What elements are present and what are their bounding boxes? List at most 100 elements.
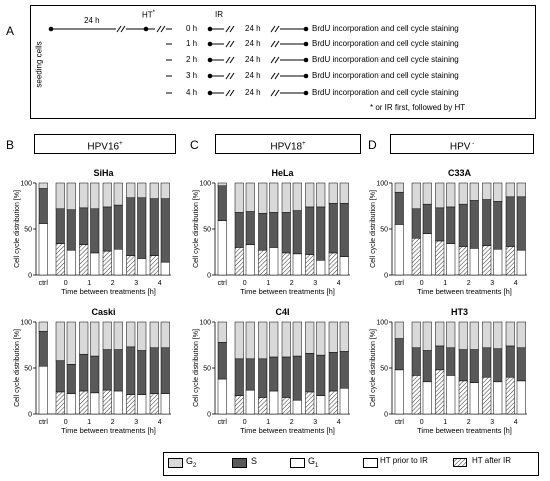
x-tick-label: 1 — [443, 280, 447, 287]
bar-g1 — [422, 381, 432, 415]
bar-g2 — [505, 182, 515, 198]
y-tick-label: 100 — [20, 320, 32, 327]
bar-s — [458, 349, 468, 382]
bar-g1 — [516, 380, 526, 415]
bar-s — [102, 206, 112, 252]
bar-g2 — [516, 321, 526, 349]
bar-s — [126, 346, 136, 395]
row-4-break1-b — [229, 89, 235, 97]
bar-s — [217, 341, 227, 380]
bar-g2 — [305, 321, 315, 354]
row-0-break2-b — [274, 25, 280, 33]
bar-g1 — [55, 391, 65, 415]
bar-g2 — [394, 182, 404, 193]
x-tick-label: 3 — [313, 280, 317, 287]
bar-g1 — [339, 256, 349, 276]
row-time-label: 0 h — [186, 24, 198, 33]
chart-title: C4I — [275, 307, 289, 317]
chart-ht3: HT3 0 50 100 Cell cycle distribution [%] ctrl… — [370, 307, 527, 435]
group-sup-hpv-neg: - — [470, 141, 475, 147]
bar-g1 — [113, 248, 123, 276]
x-tick-label: 3 — [313, 419, 317, 426]
bar-g2 — [245, 321, 255, 360]
bar-g1 — [435, 240, 445, 276]
row-after-label: 24 h — [245, 24, 261, 33]
group-box-hpv18: HPV18+ — [215, 134, 361, 154]
bar-g1 — [446, 375, 456, 415]
bar-g1 — [217, 220, 227, 276]
y-axis-label: Cell cycle distribution [%] — [193, 190, 200, 268]
group-label-hpv16: HPV16 — [87, 141, 120, 153]
bar-g2 — [79, 182, 89, 209]
row-time-label: 3 h — [186, 71, 198, 80]
bar-g1 — [66, 249, 76, 276]
legend-g1-sub: 1 — [315, 462, 319, 469]
chart-c4i: C4I 0 50 100 Cell cycle distribution [%] ctrl… — [193, 307, 350, 435]
break-ht-b — [160, 25, 166, 33]
bar-s — [66, 209, 76, 251]
row-4-break1-a — [225, 89, 231, 97]
bar-g1 — [458, 380, 468, 415]
x-axis-label: Time between treatments [h] — [61, 426, 156, 435]
bar-g2 — [281, 321, 291, 358]
bar-s — [305, 206, 315, 256]
x-tick-label: ctrl — [218, 280, 228, 287]
bar-s — [66, 364, 76, 395]
group-sup-hpv18: + — [302, 141, 306, 147]
chart-title: C33A — [448, 168, 472, 178]
x-tick-label: 0 — [64, 419, 68, 426]
bar-g1 — [258, 397, 268, 415]
x-tick-label: 4 — [514, 419, 518, 426]
bar-s — [305, 353, 315, 393]
panel-label-c: C — [190, 138, 199, 152]
break-main-a — [116, 25, 122, 33]
y-tick-label: 0 — [207, 273, 211, 280]
bar-g1 — [469, 248, 479, 276]
bar-g1 — [469, 382, 479, 415]
row-text: BrdU incorporation and cell cycle staini… — [312, 24, 459, 33]
bar-s — [446, 347, 456, 376]
ht-star: * — [152, 10, 156, 16]
y-tick-label: 50 — [24, 366, 32, 373]
y-tick-label: 50 — [380, 366, 388, 373]
bar-s — [505, 345, 515, 378]
bar-s — [422, 350, 432, 383]
group-label-hpv18: HPV18 — [270, 141, 303, 153]
y-tick-label: 100 — [376, 181, 388, 188]
bar-s — [113, 349, 123, 392]
panel-label-b: B — [6, 138, 15, 152]
bar-s — [339, 351, 349, 389]
bar-s — [234, 358, 244, 396]
bar-g1 — [316, 395, 326, 415]
legend-g2-label: G2 — [186, 456, 196, 469]
bar-g1 — [234, 247, 244, 276]
x-axis-label: Time between treatments [h] — [417, 426, 512, 435]
bar-g2 — [234, 321, 244, 360]
legend: G2 S G1 HT prior to IR HT after IR — [168, 456, 538, 470]
bar-g2 — [394, 321, 404, 339]
bar-s — [328, 202, 338, 254]
bar-g1 — [394, 369, 404, 415]
bar-s — [38, 188, 48, 224]
bar-g2 — [126, 182, 136, 198]
row-time-label: 1 h — [186, 39, 198, 48]
bar-s — [79, 353, 89, 392]
bar-g1 — [245, 389, 255, 415]
bar-g2 — [316, 182, 326, 208]
legend-s-swatch — [232, 458, 247, 468]
bar-g1 — [38, 223, 48, 276]
group-box-hpv-neg: HPV - — [390, 134, 534, 154]
x-tick-label: 3 — [490, 419, 494, 426]
x-tick-label: 1 — [266, 280, 270, 287]
row-after-label: 24 h — [245, 39, 261, 48]
time-24h-label: 24 h — [84, 16, 100, 25]
bar-g2 — [90, 182, 100, 210]
row-3-break1-b — [229, 72, 235, 80]
bar-g2 — [38, 321, 48, 332]
x-tick-label: 0 — [243, 280, 247, 287]
bar-g2 — [482, 321, 492, 349]
bar-s — [458, 203, 468, 247]
panel-label-a: A — [6, 24, 15, 38]
bar-g2 — [245, 182, 255, 212]
bar-g2 — [66, 182, 76, 210]
